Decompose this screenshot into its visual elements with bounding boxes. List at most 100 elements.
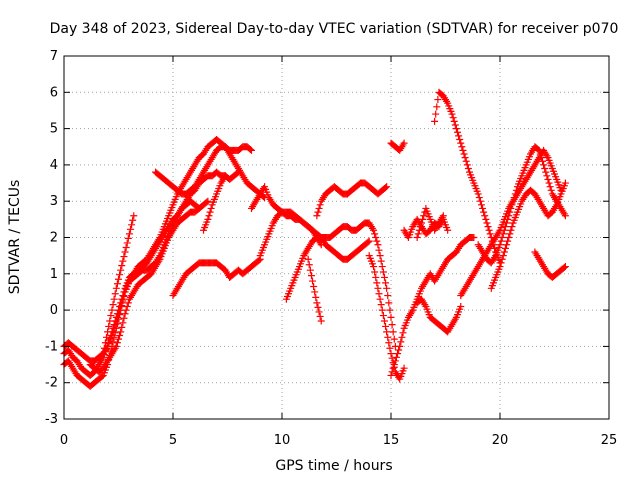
series-track-m <box>304 255 325 325</box>
series-track-c <box>60 197 212 365</box>
data-point <box>311 288 319 296</box>
y-tick-label: 1 <box>50 267 58 282</box>
data-point <box>499 230 507 238</box>
data-point <box>542 168 550 176</box>
data-point <box>110 295 118 303</box>
data-point <box>312 293 320 301</box>
data-point <box>504 215 512 223</box>
data-point <box>507 226 515 234</box>
data-point <box>383 284 391 292</box>
data-point <box>485 226 493 234</box>
data-point <box>504 237 512 245</box>
data-point <box>497 259 505 267</box>
data-point <box>370 226 378 234</box>
axis-ticks: 0 5 10 15 20 25 -3 -2 -1 0 1 2 3 4 5 6 7 <box>45 49 617 448</box>
x-axis-title: GPS time / hours <box>275 458 392 474</box>
data-point <box>383 183 391 191</box>
data-point <box>121 248 129 256</box>
data-point <box>103 333 111 341</box>
data-point <box>399 329 407 337</box>
data-point <box>397 338 405 346</box>
y-axis-title: SDTVAR / TECUs <box>7 180 23 295</box>
data-point <box>395 346 403 354</box>
data-point <box>115 275 122 283</box>
data-point <box>113 280 121 288</box>
data-point <box>384 333 392 341</box>
data-point <box>112 313 120 321</box>
data-point <box>456 135 464 143</box>
data-point <box>377 257 385 265</box>
data-point <box>481 212 489 220</box>
data-point <box>204 215 212 223</box>
series-track-y <box>531 248 569 281</box>
data-point <box>108 306 116 314</box>
data-point <box>125 230 133 238</box>
y-tick-label: 7 <box>50 49 58 64</box>
data-point <box>107 312 115 320</box>
gridlines <box>64 56 609 419</box>
data-point <box>505 234 513 241</box>
y-tick-label: 3 <box>50 194 58 209</box>
data-point <box>484 223 492 231</box>
data-point <box>116 302 124 310</box>
data-point <box>374 284 382 292</box>
data-point <box>512 186 520 194</box>
data-point <box>462 157 470 165</box>
data-point <box>383 328 391 336</box>
data-point <box>415 226 423 234</box>
data-point <box>126 225 134 233</box>
data-point <box>390 361 398 369</box>
data-point <box>124 299 132 307</box>
data-point <box>207 204 215 212</box>
data-point <box>416 223 424 231</box>
data-point <box>486 230 494 238</box>
series-track-e <box>99 212 138 358</box>
data-point <box>482 215 490 223</box>
data-point <box>123 239 131 247</box>
data-point <box>313 212 321 220</box>
data-point <box>314 208 322 216</box>
data-point <box>501 223 509 231</box>
data-point <box>378 263 386 271</box>
series-track-l <box>282 219 399 350</box>
data-point <box>413 234 421 241</box>
data-point <box>501 244 509 252</box>
data-point <box>477 201 485 209</box>
data-point <box>392 353 400 361</box>
data-point <box>123 302 131 310</box>
data-point <box>475 194 483 202</box>
data-point <box>544 175 552 183</box>
data-point <box>118 323 126 331</box>
data-point <box>119 319 127 327</box>
data-point <box>379 268 387 276</box>
series-track-v <box>457 146 565 300</box>
data-point <box>458 143 466 151</box>
data-point <box>387 313 395 321</box>
data-point <box>310 283 318 291</box>
data-point <box>128 221 136 229</box>
data-point <box>463 161 471 169</box>
data-point <box>112 284 120 292</box>
data-point <box>101 339 109 347</box>
data-point <box>444 226 452 234</box>
data-point <box>453 128 461 136</box>
data-point <box>497 237 505 245</box>
x-tick-label: 0 <box>60 433 68 448</box>
data-point <box>500 248 508 256</box>
data-point <box>107 332 115 340</box>
data-point <box>98 372 106 380</box>
data-point <box>305 261 313 269</box>
data-point <box>400 139 408 147</box>
series-track-p <box>387 234 478 379</box>
data-point <box>221 172 229 180</box>
y-tick-label: -3 <box>45 412 58 427</box>
data-point <box>389 328 397 336</box>
data-point <box>120 288 128 296</box>
data-point <box>379 312 387 320</box>
data-point <box>377 301 385 309</box>
data-point <box>431 117 439 125</box>
data-point <box>122 243 130 251</box>
data-point <box>535 146 543 154</box>
data-point <box>439 212 447 220</box>
data-point <box>434 96 442 104</box>
